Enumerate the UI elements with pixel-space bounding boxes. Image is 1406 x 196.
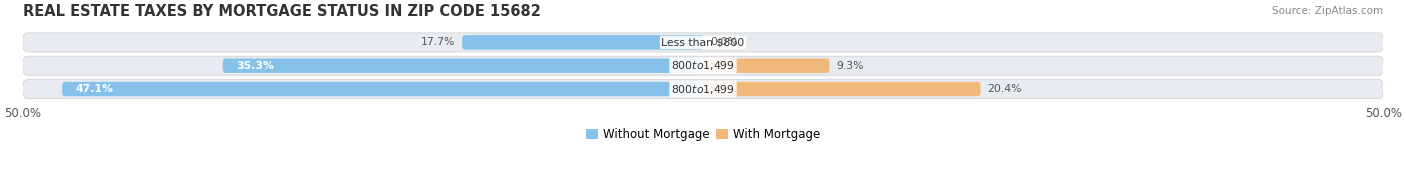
FancyBboxPatch shape xyxy=(22,79,1384,99)
Text: $800 to $1,499: $800 to $1,499 xyxy=(671,59,735,72)
FancyBboxPatch shape xyxy=(62,82,703,96)
FancyBboxPatch shape xyxy=(222,58,703,73)
Text: 47.1%: 47.1% xyxy=(76,84,114,94)
Text: Source: ZipAtlas.com: Source: ZipAtlas.com xyxy=(1272,6,1384,16)
Text: 9.3%: 9.3% xyxy=(837,61,863,71)
Legend: Without Mortgage, With Mortgage: Without Mortgage, With Mortgage xyxy=(581,123,825,146)
Text: $800 to $1,499: $800 to $1,499 xyxy=(671,83,735,95)
FancyBboxPatch shape xyxy=(703,58,830,73)
FancyBboxPatch shape xyxy=(463,35,703,50)
Text: REAL ESTATE TAXES BY MORTGAGE STATUS IN ZIP CODE 15682: REAL ESTATE TAXES BY MORTGAGE STATUS IN … xyxy=(22,4,540,19)
Text: 17.7%: 17.7% xyxy=(420,37,456,47)
FancyBboxPatch shape xyxy=(22,56,1384,75)
FancyBboxPatch shape xyxy=(703,82,980,96)
FancyBboxPatch shape xyxy=(22,33,1384,52)
Text: 0.0%: 0.0% xyxy=(710,37,738,47)
Text: Less than $800: Less than $800 xyxy=(661,37,745,47)
Text: 35.3%: 35.3% xyxy=(236,61,274,71)
Text: 20.4%: 20.4% xyxy=(987,84,1022,94)
